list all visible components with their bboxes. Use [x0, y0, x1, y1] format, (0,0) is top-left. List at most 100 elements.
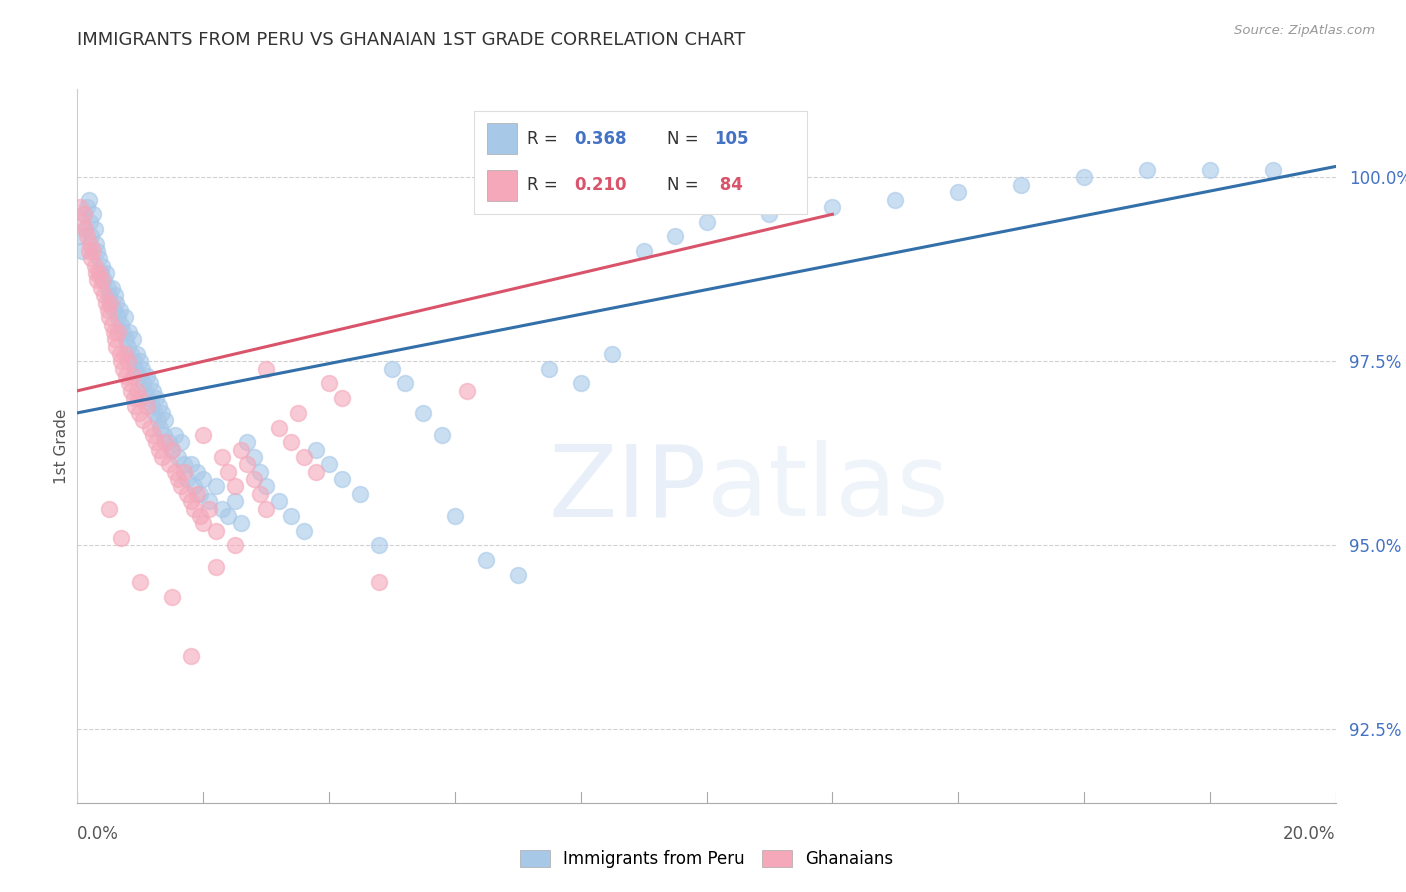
Point	[1010, 178, 1032, 192]
Point	[242, 450, 264, 464]
Point	[224, 494, 246, 508]
Point	[122, 354, 145, 368]
Point	[107, 325, 129, 339]
Text: ZIP: ZIP	[548, 441, 707, 537]
Point	[131, 361, 153, 376]
Point	[73, 222, 96, 236]
Point	[80, 252, 103, 266]
Point	[94, 295, 117, 310]
Point	[127, 347, 149, 361]
Point	[80, 229, 103, 244]
Point	[124, 399, 146, 413]
Point	[86, 273, 108, 287]
Point	[72, 207, 94, 221]
Point	[77, 244, 100, 258]
Point	[90, 266, 112, 280]
Point	[242, 472, 264, 486]
Point	[101, 318, 124, 332]
Point	[696, 214, 718, 228]
Point	[280, 508, 302, 523]
Point	[176, 487, 198, 501]
Point	[160, 442, 183, 457]
Point	[97, 288, 120, 302]
Point	[211, 450, 233, 464]
Point	[254, 361, 277, 376]
Point	[600, 347, 623, 361]
Point	[142, 384, 165, 398]
Point	[124, 361, 146, 376]
Point	[160, 442, 183, 457]
Point	[138, 420, 160, 434]
Point	[432, 428, 454, 442]
Point	[103, 302, 125, 317]
Point	[217, 465, 239, 479]
Point	[84, 236, 107, 251]
Point	[110, 531, 132, 545]
Point	[204, 524, 226, 538]
Point	[117, 354, 139, 368]
Point	[149, 420, 172, 434]
Point	[217, 508, 239, 523]
Point	[506, 567, 529, 582]
Point	[142, 428, 165, 442]
Point	[79, 214, 101, 228]
Point	[157, 458, 180, 472]
Point	[84, 259, 107, 273]
Y-axis label: 1st Grade: 1st Grade	[53, 409, 69, 483]
Point	[90, 281, 112, 295]
Point	[249, 487, 271, 501]
Point	[180, 648, 202, 663]
Point	[267, 420, 290, 434]
Point	[129, 575, 152, 590]
Point	[305, 442, 328, 457]
Point	[93, 273, 115, 287]
Point	[145, 435, 167, 450]
Point	[127, 384, 149, 398]
Point	[129, 391, 152, 405]
Point	[224, 538, 246, 552]
Point	[115, 369, 138, 384]
Point	[412, 406, 434, 420]
Point	[104, 288, 127, 302]
Point	[72, 214, 94, 228]
Point	[1136, 163, 1159, 178]
Point	[456, 384, 478, 398]
Point	[136, 391, 159, 405]
Point	[115, 332, 138, 346]
Point	[98, 295, 121, 310]
Point	[224, 479, 246, 493]
Point	[381, 361, 404, 376]
Point	[128, 369, 150, 384]
Point	[101, 281, 124, 295]
Point	[97, 501, 120, 516]
Point	[198, 501, 221, 516]
Point	[148, 399, 170, 413]
Point	[157, 435, 180, 450]
Point	[173, 465, 195, 479]
Point	[330, 472, 353, 486]
Point	[198, 494, 221, 508]
Point	[76, 229, 98, 244]
Point	[150, 406, 173, 420]
Text: atlas: atlas	[707, 441, 948, 537]
Point	[96, 302, 118, 317]
Point	[349, 487, 371, 501]
Point	[76, 200, 98, 214]
Point	[135, 399, 157, 413]
Point	[155, 413, 177, 427]
Point	[110, 354, 132, 368]
Point	[72, 207, 94, 221]
Point	[368, 575, 391, 590]
Point	[132, 376, 155, 391]
Point	[821, 200, 844, 214]
Point	[89, 252, 111, 266]
Point	[105, 295, 128, 310]
Point	[191, 472, 215, 486]
Point	[538, 361, 561, 376]
Point	[146, 413, 169, 427]
Point	[103, 325, 125, 339]
Point	[180, 458, 202, 472]
Point	[120, 347, 142, 361]
Point	[475, 553, 498, 567]
Point	[444, 508, 467, 523]
